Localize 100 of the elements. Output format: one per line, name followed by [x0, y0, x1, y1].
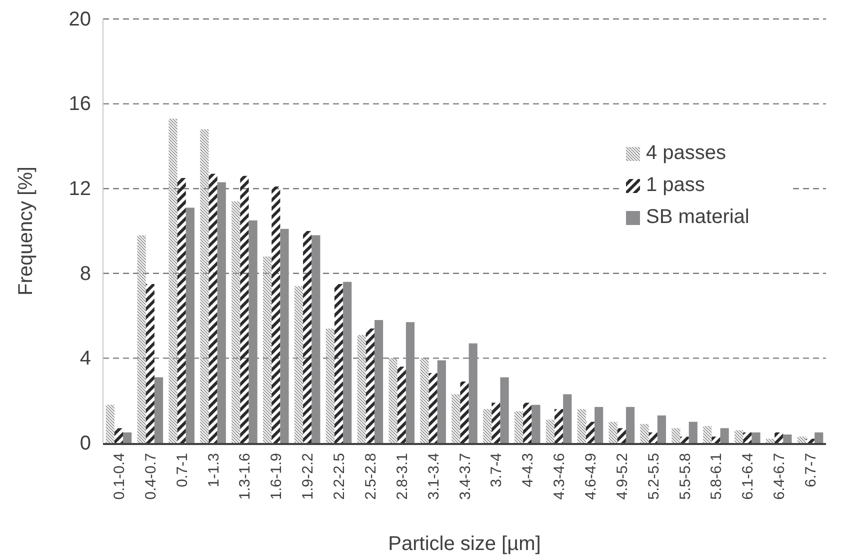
bar — [577, 409, 586, 443]
legend-label: 1 pass — [646, 174, 705, 196]
bar — [734, 430, 744, 443]
bar — [640, 424, 649, 443]
bar — [248, 220, 258, 443]
bar — [766, 438, 775, 443]
x-tick-label: 2.2-2.5 — [331, 453, 348, 500]
bar — [366, 328, 374, 443]
x-tick-label: 1.3-1.6 — [236, 453, 254, 500]
bar — [294, 286, 304, 443]
bar — [232, 201, 240, 443]
bar — [326, 328, 334, 443]
bar — [563, 394, 572, 443]
bar — [263, 256, 272, 443]
bar — [532, 404, 540, 443]
bar — [217, 182, 226, 443]
bar — [303, 231, 312, 443]
bar — [437, 360, 446, 443]
bar — [783, 434, 792, 443]
bar — [554, 409, 564, 443]
bar — [500, 377, 509, 443]
bar — [177, 178, 186, 443]
bar — [712, 436, 720, 443]
bar — [428, 373, 438, 443]
bar — [468, 343, 478, 443]
bar — [208, 174, 218, 443]
x-tick-label: 4.6-4.9 — [582, 453, 600, 500]
bar — [546, 420, 555, 443]
bar — [452, 394, 460, 443]
bar — [806, 438, 815, 443]
bar — [672, 428, 680, 443]
bar — [648, 432, 658, 443]
x-tick-label: 5.5-5.8 — [676, 453, 694, 500]
bar — [343, 282, 352, 443]
bar — [186, 208, 194, 443]
bar — [123, 432, 132, 443]
x-tick-label: 1.9-2.2 — [300, 453, 317, 500]
x-tick-label: 6.7-7 — [802, 453, 820, 488]
bar — [240, 176, 249, 443]
bar — [703, 426, 712, 443]
bar — [720, 428, 729, 443]
x-tick-label: 4.9-5.2 — [614, 453, 631, 500]
bar — [680, 436, 689, 443]
bar — [608, 422, 618, 443]
bar — [743, 432, 752, 443]
x-tick-label: 3.4-3.7 — [456, 453, 474, 500]
bar — [406, 322, 415, 443]
bar — [397, 366, 406, 443]
bar — [483, 409, 492, 443]
x-tick-label: 0.4-0.7 — [142, 453, 160, 500]
y-tick-label: 20 — [68, 8, 91, 30]
bar — [523, 402, 532, 443]
x-tick-label: 5.2-5.5 — [645, 453, 662, 500]
legend-label: SB material — [646, 206, 750, 228]
x-tick-label: 0.7-1 — [174, 453, 191, 488]
x-tick-label: 3.7-4 — [488, 453, 506, 488]
bar — [374, 320, 384, 443]
x-tick-label: 6.4-6.7 — [771, 453, 788, 500]
bar — [774, 432, 784, 443]
bar — [137, 235, 146, 443]
bar — [334, 284, 344, 443]
bar — [617, 428, 626, 443]
x-tick-label: 3.1-3.4 — [425, 453, 442, 500]
y-tick-label: 12 — [68, 178, 91, 200]
x-tick-label: 4.3-4.6 — [551, 453, 568, 500]
bar — [154, 377, 164, 443]
x-axis-title: Particle size [µm] — [388, 533, 541, 555]
y-axis-title: Frequency [%] — [15, 166, 37, 296]
bar — [688, 422, 698, 443]
x-tick-label: 5.8-6.1 — [708, 453, 726, 500]
bar — [106, 404, 114, 443]
bar — [586, 422, 595, 443]
bar — [814, 432, 824, 443]
y-tick-label: 8 — [80, 262, 91, 285]
x-tick-label: 2.5-2.8 — [362, 453, 380, 500]
bar — [168, 118, 178, 443]
x-tick-label: 4-4.3 — [520, 453, 537, 488]
x-tick-label: 2.8-3.1 — [394, 453, 411, 500]
bar — [626, 406, 635, 443]
y-tick-label: 4 — [80, 348, 91, 370]
legend-label: 4 passes — [646, 142, 726, 164]
bar — [114, 428, 124, 443]
x-tick-label: 1.6-1.9 — [268, 453, 286, 500]
bar — [312, 235, 320, 443]
x-tick-label: 6.1-6.4 — [740, 453, 757, 500]
bar — [797, 436, 806, 443]
bar — [460, 382, 469, 443]
bar — [280, 228, 289, 443]
bar — [420, 358, 429, 443]
bar — [657, 415, 666, 443]
bar — [357, 334, 366, 443]
y-tick-label: 0 — [80, 432, 91, 454]
bar — [594, 406, 604, 443]
x-tick-label: 1-1.3 — [205, 453, 222, 488]
bar — [514, 411, 524, 443]
bar — [272, 186, 280, 443]
bar — [492, 402, 500, 443]
x-tick-label: 0.1-0.4 — [110, 453, 128, 500]
y-tick-label: 16 — [68, 93, 91, 116]
bar — [200, 129, 209, 443]
